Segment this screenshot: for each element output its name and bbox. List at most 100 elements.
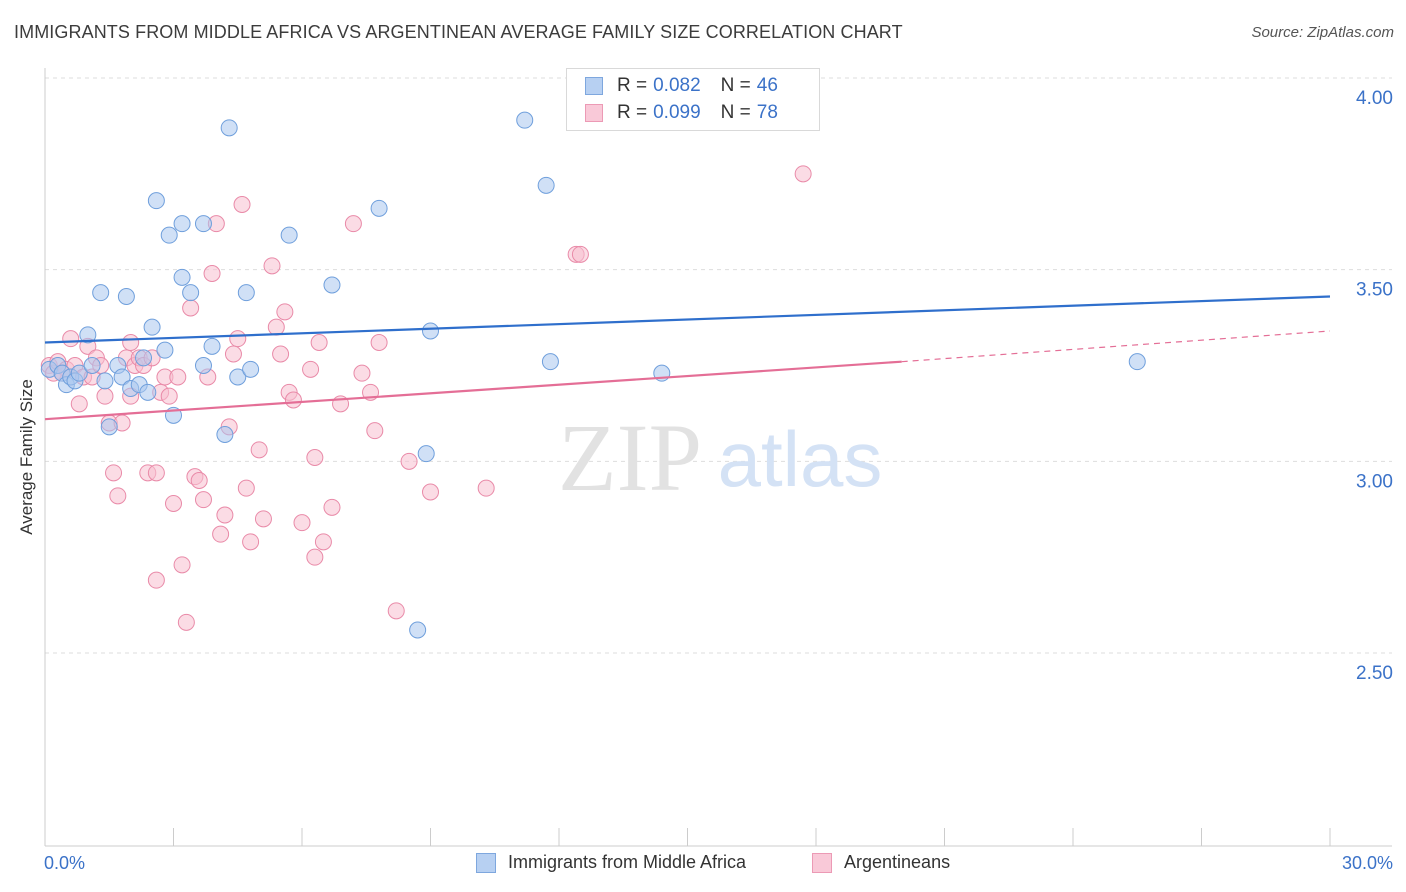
legend-n-label-1: N = xyxy=(720,75,751,96)
argentineans-point-49 xyxy=(250,441,268,459)
legend-r-value-2: 0.099 xyxy=(653,102,701,123)
argentineans-point-25 xyxy=(147,464,165,482)
legend-r-label-2: R = xyxy=(617,102,648,123)
series-legend-argentineans: Argentineans xyxy=(812,852,950,873)
argentineans-trend-extension xyxy=(901,330,1331,363)
middle-africa-point-6 xyxy=(70,364,88,382)
argentineans-point-26 xyxy=(147,571,165,589)
argentineans-point-41 xyxy=(212,525,230,543)
legend-r-value-1: 0.082 xyxy=(653,75,701,96)
middle-africa-point-33 xyxy=(237,284,255,302)
middle-africa-point-30 xyxy=(216,426,234,443)
argentineans-point-37 xyxy=(194,491,212,509)
argentineans-point-76 xyxy=(794,165,812,183)
argentineans-point-46 xyxy=(233,196,251,213)
argentineans-point-69 xyxy=(370,334,388,351)
watermark: ZIP atlas xyxy=(558,404,882,511)
argentineans-point-34 xyxy=(182,299,200,317)
argentineans-point-63 xyxy=(323,498,341,516)
argentineans-point-53 xyxy=(272,345,290,363)
middle-africa-point-14 xyxy=(117,288,135,305)
middle-africa-point-19 xyxy=(143,318,161,336)
y-tick-label-2: 3.50 xyxy=(1356,280,1393,301)
argentineans-point-71 xyxy=(400,452,418,470)
argentineans-point-56 xyxy=(284,391,302,409)
middle-africa-point-35 xyxy=(280,226,298,244)
argentineans-point-70 xyxy=(387,602,405,620)
legend-row-middle-africa: R = 0.082 N = 46 xyxy=(585,74,778,98)
middle-africa-point-40 xyxy=(409,621,427,639)
middle-africa-point-42 xyxy=(537,176,555,194)
series-legend: Immigrants from Middle Africa Argentinea… xyxy=(0,852,1406,876)
middle-africa-point-13 xyxy=(113,368,131,386)
argentineans-point-52 xyxy=(267,318,285,336)
middle-africa-point-21 xyxy=(156,341,174,359)
middle-africa-point-26 xyxy=(182,284,200,302)
series-legend-middle-africa: Immigrants from Middle Africa xyxy=(476,852,746,873)
middle-africa-point-34 xyxy=(242,360,260,378)
series-swatch-pink xyxy=(812,852,832,873)
middle-africa-point-32 xyxy=(229,368,247,386)
argentineans-point-15 xyxy=(109,487,127,505)
middle-africa-point-39 xyxy=(422,322,439,340)
legend-n-value-1: 46 xyxy=(756,75,778,96)
middle-africa-point-8 xyxy=(83,357,101,374)
argentineans-point-62 xyxy=(314,533,332,551)
source-label: Source: ZipAtlas.com xyxy=(1251,24,1394,41)
argentineans-point-57 xyxy=(293,514,311,532)
legend-n-label-2: N = xyxy=(720,102,751,123)
argentineans-point-12 xyxy=(96,387,114,405)
y-axis-label: Average Family Size xyxy=(17,379,36,535)
middle-africa-point-10 xyxy=(96,372,114,390)
argentineans-point-19 xyxy=(122,334,140,351)
chart-title: IMMIGRANTS FROM MIDDLE AFRICA VS ARGENTI… xyxy=(14,22,903,42)
legend-swatch-pink xyxy=(585,104,603,122)
argentineans-point-33 xyxy=(177,613,195,631)
argentineans-point-29 xyxy=(160,387,178,405)
middle-africa-point-27 xyxy=(194,215,212,233)
middle-africa-point-11 xyxy=(100,418,118,436)
legend-n-value-2: 78 xyxy=(756,102,778,123)
legend-r-label-1: R = xyxy=(617,75,648,96)
middle-africa-point-7 xyxy=(79,326,97,344)
middle-africa-point-28 xyxy=(194,357,212,374)
argentineans-point-66 xyxy=(353,364,371,382)
argentineans-point-44 xyxy=(224,345,242,363)
middle-africa-points xyxy=(40,111,1146,639)
argentineans-point-31 xyxy=(169,368,187,386)
middle-africa-point-38 xyxy=(417,445,435,463)
argentineans-point-54 xyxy=(276,303,294,321)
argentineans-point-45 xyxy=(229,330,247,348)
series-label-argentineans: Argentineans xyxy=(844,852,951,872)
middle-africa-trend-line xyxy=(44,295,1331,344)
argentineans-trend-line xyxy=(44,360,902,421)
middle-africa-point-25 xyxy=(173,268,191,286)
argentineans-point-73 xyxy=(477,479,495,497)
middle-africa-point-41 xyxy=(516,111,534,129)
watermark-zip: ZIP xyxy=(558,404,702,511)
argentineans-points xyxy=(40,165,812,631)
argentineans-point-36 xyxy=(190,472,208,489)
argentineans-point-6 xyxy=(70,395,88,413)
argentineans-point-4 xyxy=(62,330,80,348)
argentineans-point-75 xyxy=(571,245,589,263)
watermark-atlas: atlas xyxy=(718,415,883,503)
middle-africa-point-43 xyxy=(541,353,559,371)
argentineans-point-42 xyxy=(216,506,234,524)
argentineans-point-68 xyxy=(366,422,384,440)
argentineans-point-58 xyxy=(302,360,320,378)
argentineans-point-60 xyxy=(306,449,324,466)
y-tick-label-3: 4.00 xyxy=(1356,88,1393,109)
y-tick-label-1: 3.00 xyxy=(1356,471,1393,492)
middle-africa-point-29 xyxy=(203,337,221,355)
middle-africa-point-9 xyxy=(92,284,110,302)
y-tick-label-0: 2.50 xyxy=(1356,663,1393,684)
middle-africa-point-20 xyxy=(147,192,165,210)
x-tick-label-max: 30.0% xyxy=(1342,853,1393,873)
middle-africa-point-22 xyxy=(160,226,178,244)
middle-africa-point-24 xyxy=(173,215,191,233)
argentineans-point-72 xyxy=(422,483,439,501)
argentineans-point-47 xyxy=(237,479,255,497)
argentineans-point-48 xyxy=(242,533,260,551)
